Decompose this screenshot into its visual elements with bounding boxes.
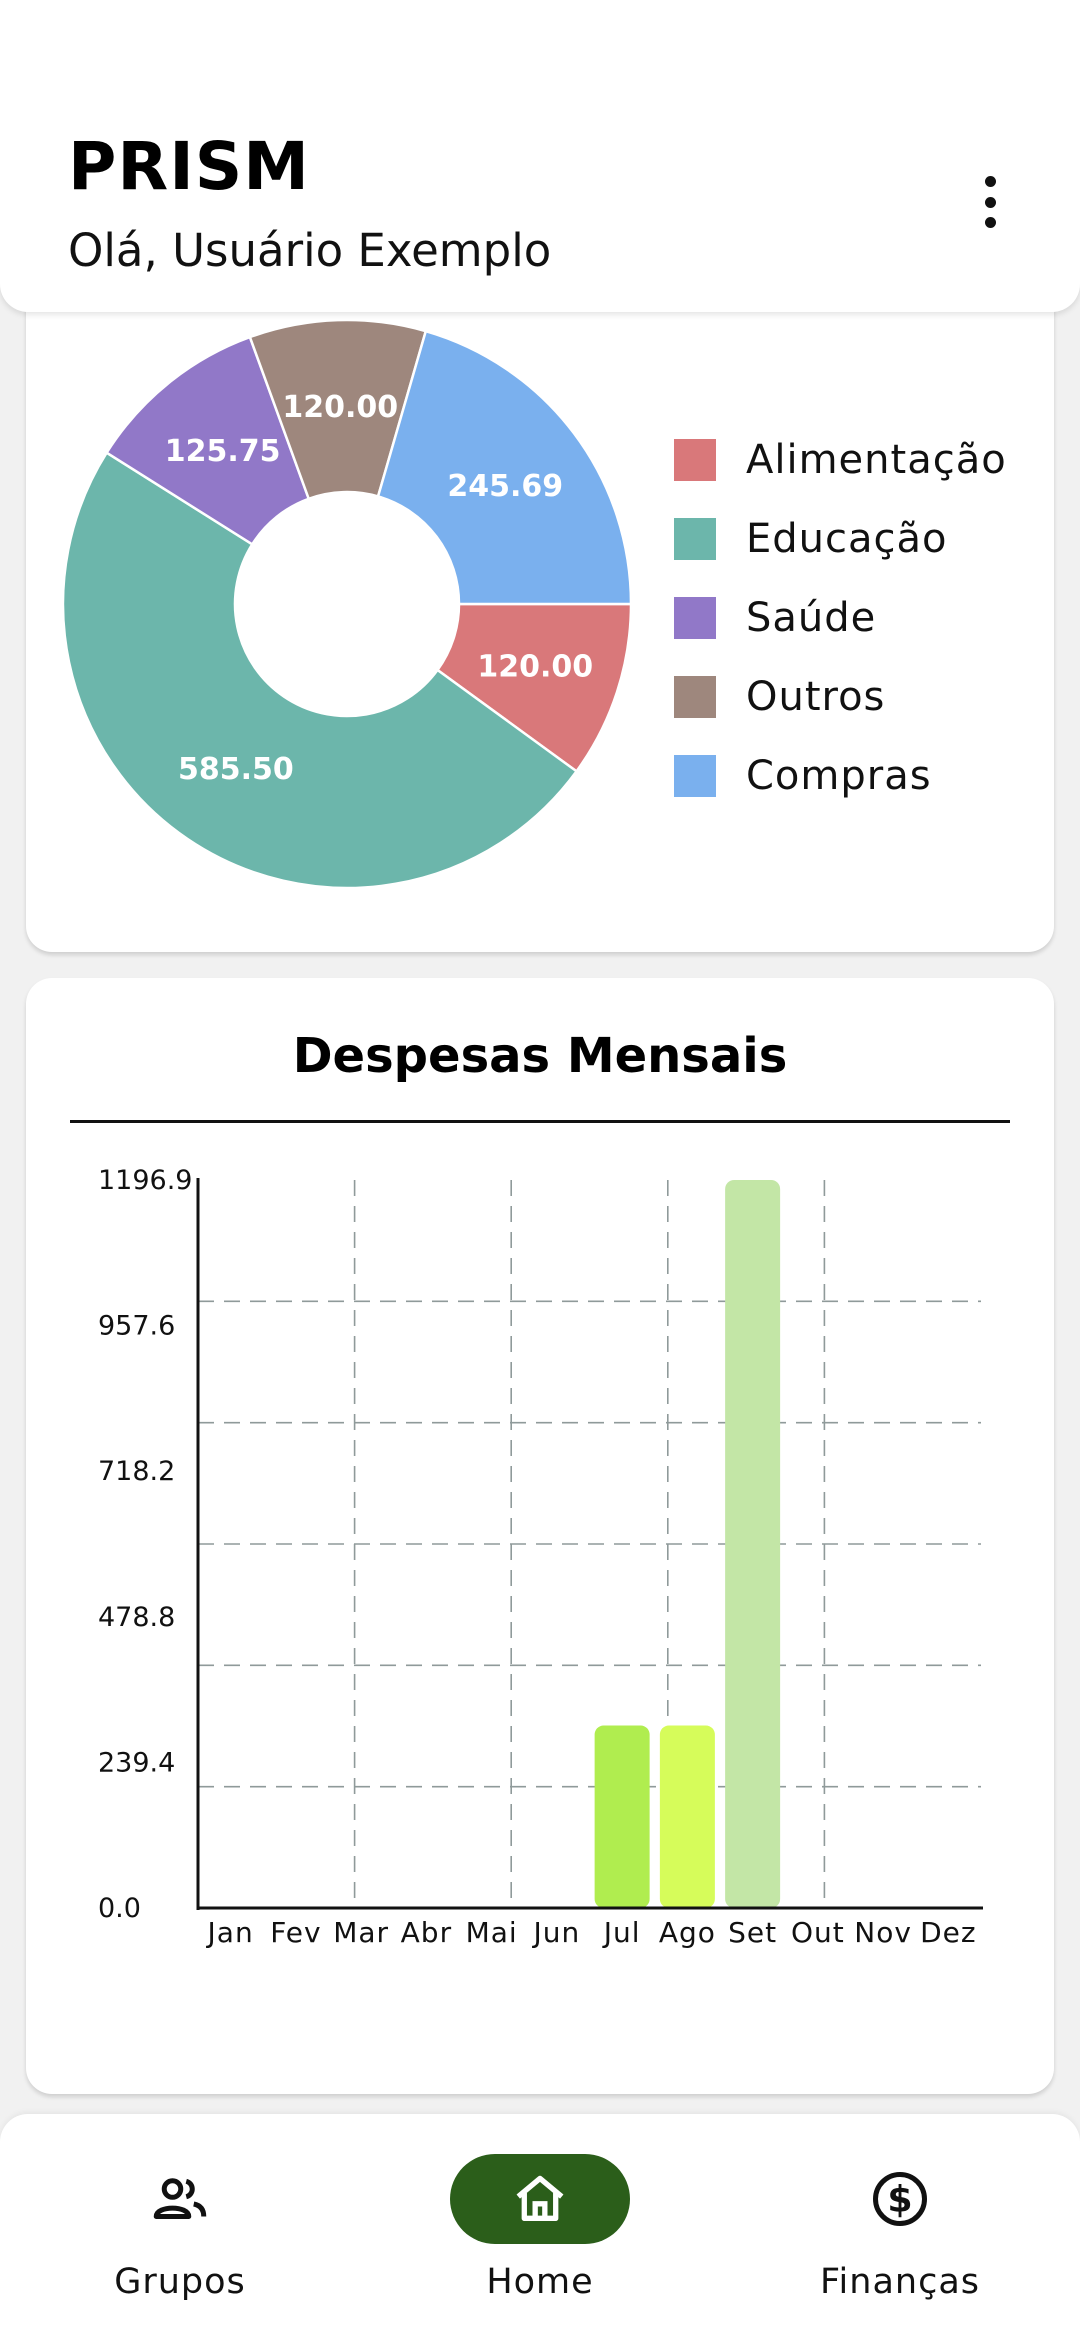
bar-chart: 0.0 239.4 478.8 718.2 957.6 1196.9 Jan Fev Mar Ab… bbox=[98, 1165, 983, 1949]
app-title: PRISM bbox=[68, 128, 310, 205]
legend-swatch bbox=[674, 596, 716, 639]
x-tick-label: Ago bbox=[659, 1916, 716, 1949]
legend-swatch bbox=[674, 438, 716, 481]
y-tick-label: 1196.9 bbox=[98, 1165, 192, 1196]
home-icon bbox=[450, 2154, 630, 2244]
legend-item: Saúde bbox=[674, 578, 1007, 657]
nav-label: Grupos bbox=[114, 2262, 246, 2302]
x-tick-label: Nov bbox=[854, 1916, 912, 1949]
legend-swatch bbox=[674, 675, 716, 718]
pie-slice-0[interactable] bbox=[435, 602, 633, 774]
svg-text:$: $ bbox=[887, 2178, 912, 2221]
legend-swatch bbox=[674, 517, 716, 560]
pie-legend: Alimentação Educação Saúde Outros Compras bbox=[674, 420, 1007, 815]
legend-label: Alimentação bbox=[746, 436, 1007, 483]
pie-slice-4[interactable] bbox=[376, 329, 633, 606]
x-tick-label: Abr bbox=[401, 1916, 452, 1949]
legend-item: Alimentação bbox=[674, 420, 1007, 499]
y-tick-label: 0.0 bbox=[98, 1893, 141, 1924]
legend-label: Educação bbox=[746, 515, 948, 562]
nav-item-financas[interactable]: $ Finanças bbox=[770, 2154, 1030, 2324]
title-divider bbox=[70, 1120, 1010, 1123]
bar-set[interactable] bbox=[725, 1180, 781, 1908]
menu-dot bbox=[984, 196, 996, 208]
group-icon bbox=[90, 2154, 270, 2244]
legend-swatch bbox=[674, 754, 716, 797]
x-tick-label: Jan bbox=[206, 1916, 254, 1949]
pie-slice-label: 585.50 bbox=[178, 752, 294, 787]
bar-jul[interactable] bbox=[594, 1725, 650, 1908]
legend-item: Educação bbox=[674, 499, 1007, 578]
legend-label: Outros bbox=[746, 673, 886, 720]
pie-slice-3[interactable] bbox=[248, 318, 428, 501]
y-tick-label: 478.8 bbox=[98, 1602, 175, 1633]
more-vert-icon[interactable] bbox=[960, 170, 1020, 234]
greeting-text: Olá, Usuário Exemplo bbox=[68, 224, 552, 277]
pie-slice-label: 125.75 bbox=[165, 434, 281, 469]
pie-slice-label: 120.00 bbox=[282, 390, 398, 425]
nav-item-grupos[interactable]: Grupos bbox=[50, 2154, 310, 2324]
pie-slice-1[interactable] bbox=[61, 450, 579, 890]
bar-chart-title: Despesas Mensais bbox=[292, 1028, 788, 1084]
x-tick-label: Mar bbox=[333, 1916, 389, 1949]
y-tick-label: 718.2 bbox=[98, 1456, 175, 1487]
x-tick-label: Dez bbox=[920, 1916, 976, 1949]
nav-label: Finanças bbox=[819, 2262, 981, 2302]
y-tick-label: 957.6 bbox=[98, 1311, 175, 1342]
x-tick-label: Mai bbox=[466, 1916, 518, 1949]
x-tick-label: Jul bbox=[602, 1916, 641, 1949]
legend-item: Compras bbox=[674, 736, 1007, 815]
legend-label: Compras bbox=[746, 752, 932, 799]
bar-ago[interactable] bbox=[659, 1725, 715, 1908]
monthly-expenses-card: Despesas Mensais 0.0 239.4 478.8 718.2 957.6… bbox=[26, 978, 1054, 2094]
expenses-pie-card: 120.00 585.50 125.75 120.00 245.69 Alimentaç… bbox=[26, 260, 1054, 952]
y-tick-label: 239.4 bbox=[98, 1747, 175, 1778]
x-tick-label: Jun bbox=[532, 1916, 581, 1949]
dollar-circle-icon: $ bbox=[810, 2154, 990, 2244]
bottom-navigation: Grupos Home $ Finanças bbox=[0, 2114, 1080, 2340]
legend-label: Saúde bbox=[746, 594, 877, 641]
pie-slice-label: 120.00 bbox=[477, 649, 593, 684]
nav-label: Home bbox=[486, 2262, 594, 2302]
x-tick-label: Out bbox=[791, 1916, 845, 1949]
x-tick-label: Set bbox=[728, 1916, 777, 1949]
legend-item: Outros bbox=[674, 657, 1007, 736]
x-tick-label: Fev bbox=[270, 1916, 321, 1949]
menu-dot bbox=[984, 217, 996, 228]
pie-slice-label: 245.69 bbox=[447, 469, 563, 504]
pie-slice-2[interactable] bbox=[104, 335, 311, 547]
app-header: PRISM Olá, Usuário Exemplo bbox=[0, 0, 1080, 312]
nav-item-home[interactable]: Home bbox=[410, 2154, 670, 2324]
menu-dot bbox=[984, 176, 996, 187]
